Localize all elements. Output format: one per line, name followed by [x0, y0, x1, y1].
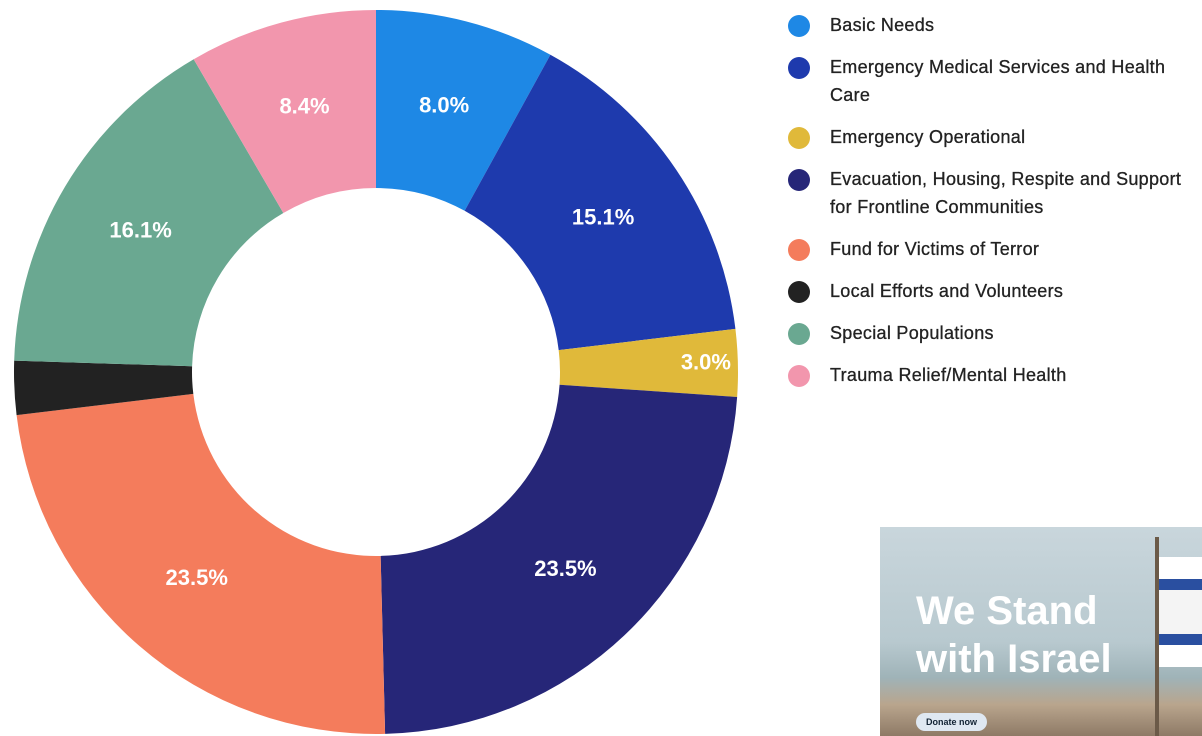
- legend-label: Local Efforts and Volunteers: [830, 277, 1202, 305]
- legend-label: Special Populations: [830, 319, 1202, 347]
- legend-item: Fund for Victims of Terror: [788, 238, 1202, 263]
- legend-label: Emergency Operational: [830, 123, 1202, 151]
- slice-label: 15.1%: [572, 205, 634, 230]
- slice-label: 23.5%: [534, 556, 596, 581]
- legend-swatch: [788, 127, 810, 149]
- slice-label: 23.5%: [166, 565, 228, 590]
- legend-swatch: [788, 15, 810, 37]
- slice-label: 8.0%: [419, 92, 469, 117]
- legend: Basic Needs Emergency Medical Services an…: [788, 14, 1202, 406]
- legend-swatch: [788, 239, 810, 261]
- legend-label: Fund for Victims of Terror: [830, 235, 1202, 263]
- slice-label: 8.4%: [279, 93, 329, 118]
- legend-swatch: [788, 365, 810, 387]
- legend-swatch: [788, 323, 810, 345]
- page: 8.0% 15.1% 3.0% 23.5% 23.5% 16.1% 8.4% Basic N…: [0, 0, 1202, 736]
- legend-item: Trauma Relief/Mental Health: [788, 364, 1202, 389]
- flag: [1159, 557, 1202, 667]
- donut-slice: [17, 394, 386, 734]
- legend-label: Evacuation, Housing, Respite and Support…: [830, 165, 1202, 221]
- legend-item: Evacuation, Housing, Respite and Support…: [788, 168, 1202, 221]
- legend-item: Basic Needs: [788, 14, 1202, 39]
- legend-item: Local Efforts and Volunteers: [788, 280, 1202, 305]
- legend-item: Emergency Medical Services and Health Ca…: [788, 56, 1202, 109]
- legend-swatch: [788, 57, 810, 79]
- donate-button[interactable]: Donate now: [916, 713, 987, 731]
- ad-banner[interactable]: We Stand with Israel Donate now: [880, 527, 1202, 736]
- legend-label: Trauma Relief/Mental Health: [830, 361, 1202, 389]
- legend-swatch: [788, 281, 810, 303]
- legend-item: Emergency Operational: [788, 126, 1202, 151]
- legend-swatch: [788, 169, 810, 191]
- slice-label: 16.1%: [109, 218, 171, 243]
- legend-item: Special Populations: [788, 322, 1202, 347]
- legend-label: Basic Needs: [830, 11, 1202, 39]
- donut-chart: 8.0% 15.1% 3.0% 23.5% 23.5% 16.1% 8.4%: [0, 0, 760, 736]
- ad-title: We Stand with Israel: [916, 587, 1156, 683]
- slice-label: 3.0%: [681, 350, 731, 375]
- legend-label: Emergency Medical Services and Health Ca…: [830, 53, 1202, 109]
